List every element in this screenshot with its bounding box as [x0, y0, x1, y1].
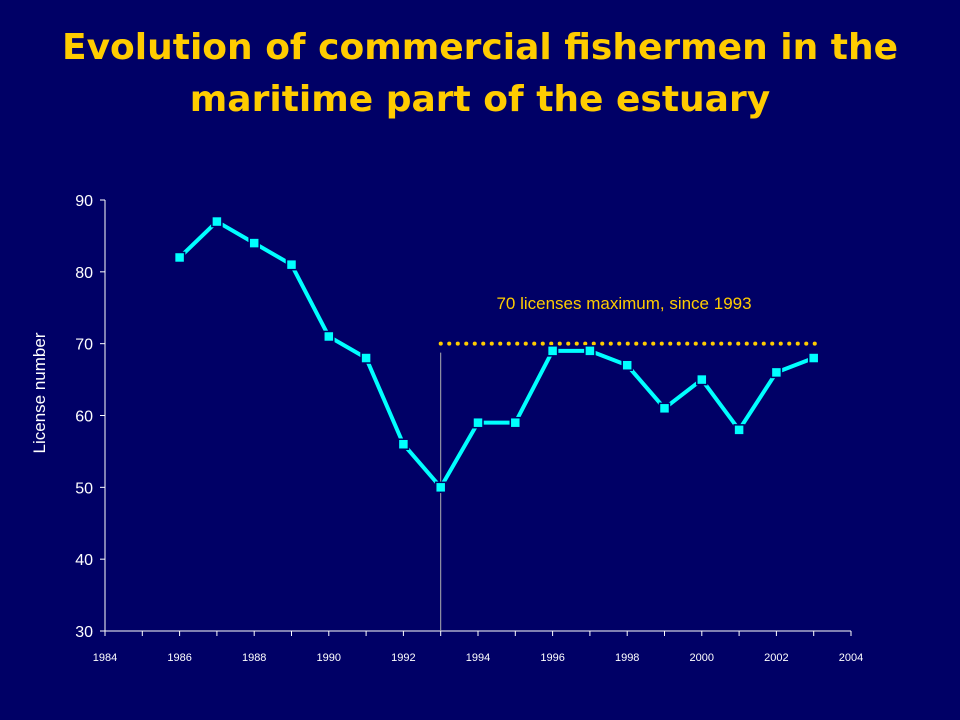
x-tick-label: 1990	[317, 652, 341, 664]
x-tick-label: 1998	[615, 652, 639, 664]
data-point	[770, 366, 783, 379]
data-point	[434, 481, 447, 494]
x-tick-label: 1994	[466, 652, 490, 664]
data-point	[546, 345, 559, 357]
y-tick-label: 80	[75, 265, 93, 282]
data-point	[323, 330, 335, 343]
x-tick-label: 1988	[242, 652, 266, 664]
y-tick-label: 70	[75, 337, 93, 354]
y-axis-label: License number	[30, 332, 49, 453]
data-point	[696, 373, 708, 386]
chart-title: Evolution of commercial fishermen in the…	[62, 27, 898, 120]
chart-ticks: 30 40 50 60 70 80 90 1984 1986 1988 1990 1992 1994 19…	[75, 193, 863, 664]
annotation-label: 70 licenses maximum, since 1993	[496, 294, 751, 313]
y-tick-label: 90	[75, 193, 93, 210]
y-tick-label: 30	[75, 624, 93, 641]
data-point	[584, 345, 596, 357]
data-point	[621, 359, 633, 371]
x-tick-label: 1986	[167, 652, 191, 664]
x-tick-label: 1984	[93, 652, 117, 664]
data-point	[397, 438, 410, 450]
chart-axes	[104, 200, 851, 632]
data-point	[211, 215, 223, 228]
data-point	[733, 424, 745, 436]
series-group	[173, 215, 820, 494]
data-point	[248, 237, 260, 249]
y-tick-label: 60	[75, 409, 93, 426]
y-tick-label: 40	[75, 552, 93, 569]
x-tick-label: 2000	[690, 652, 714, 664]
y-tick-label: 50	[75, 480, 93, 497]
x-tick-label: 2004	[839, 652, 863, 664]
x-tick-label: 1996	[540, 652, 564, 664]
data-point	[285, 258, 298, 271]
data-point	[807, 352, 820, 364]
data-point	[658, 402, 671, 415]
data-point	[173, 251, 186, 264]
data-point	[472, 416, 484, 429]
x-tick-label: 1992	[391, 652, 415, 664]
data-point	[360, 352, 372, 364]
series-line	[178, 219, 815, 490]
data-point	[509, 416, 522, 429]
x-tick-label: 2002	[764, 652, 788, 664]
